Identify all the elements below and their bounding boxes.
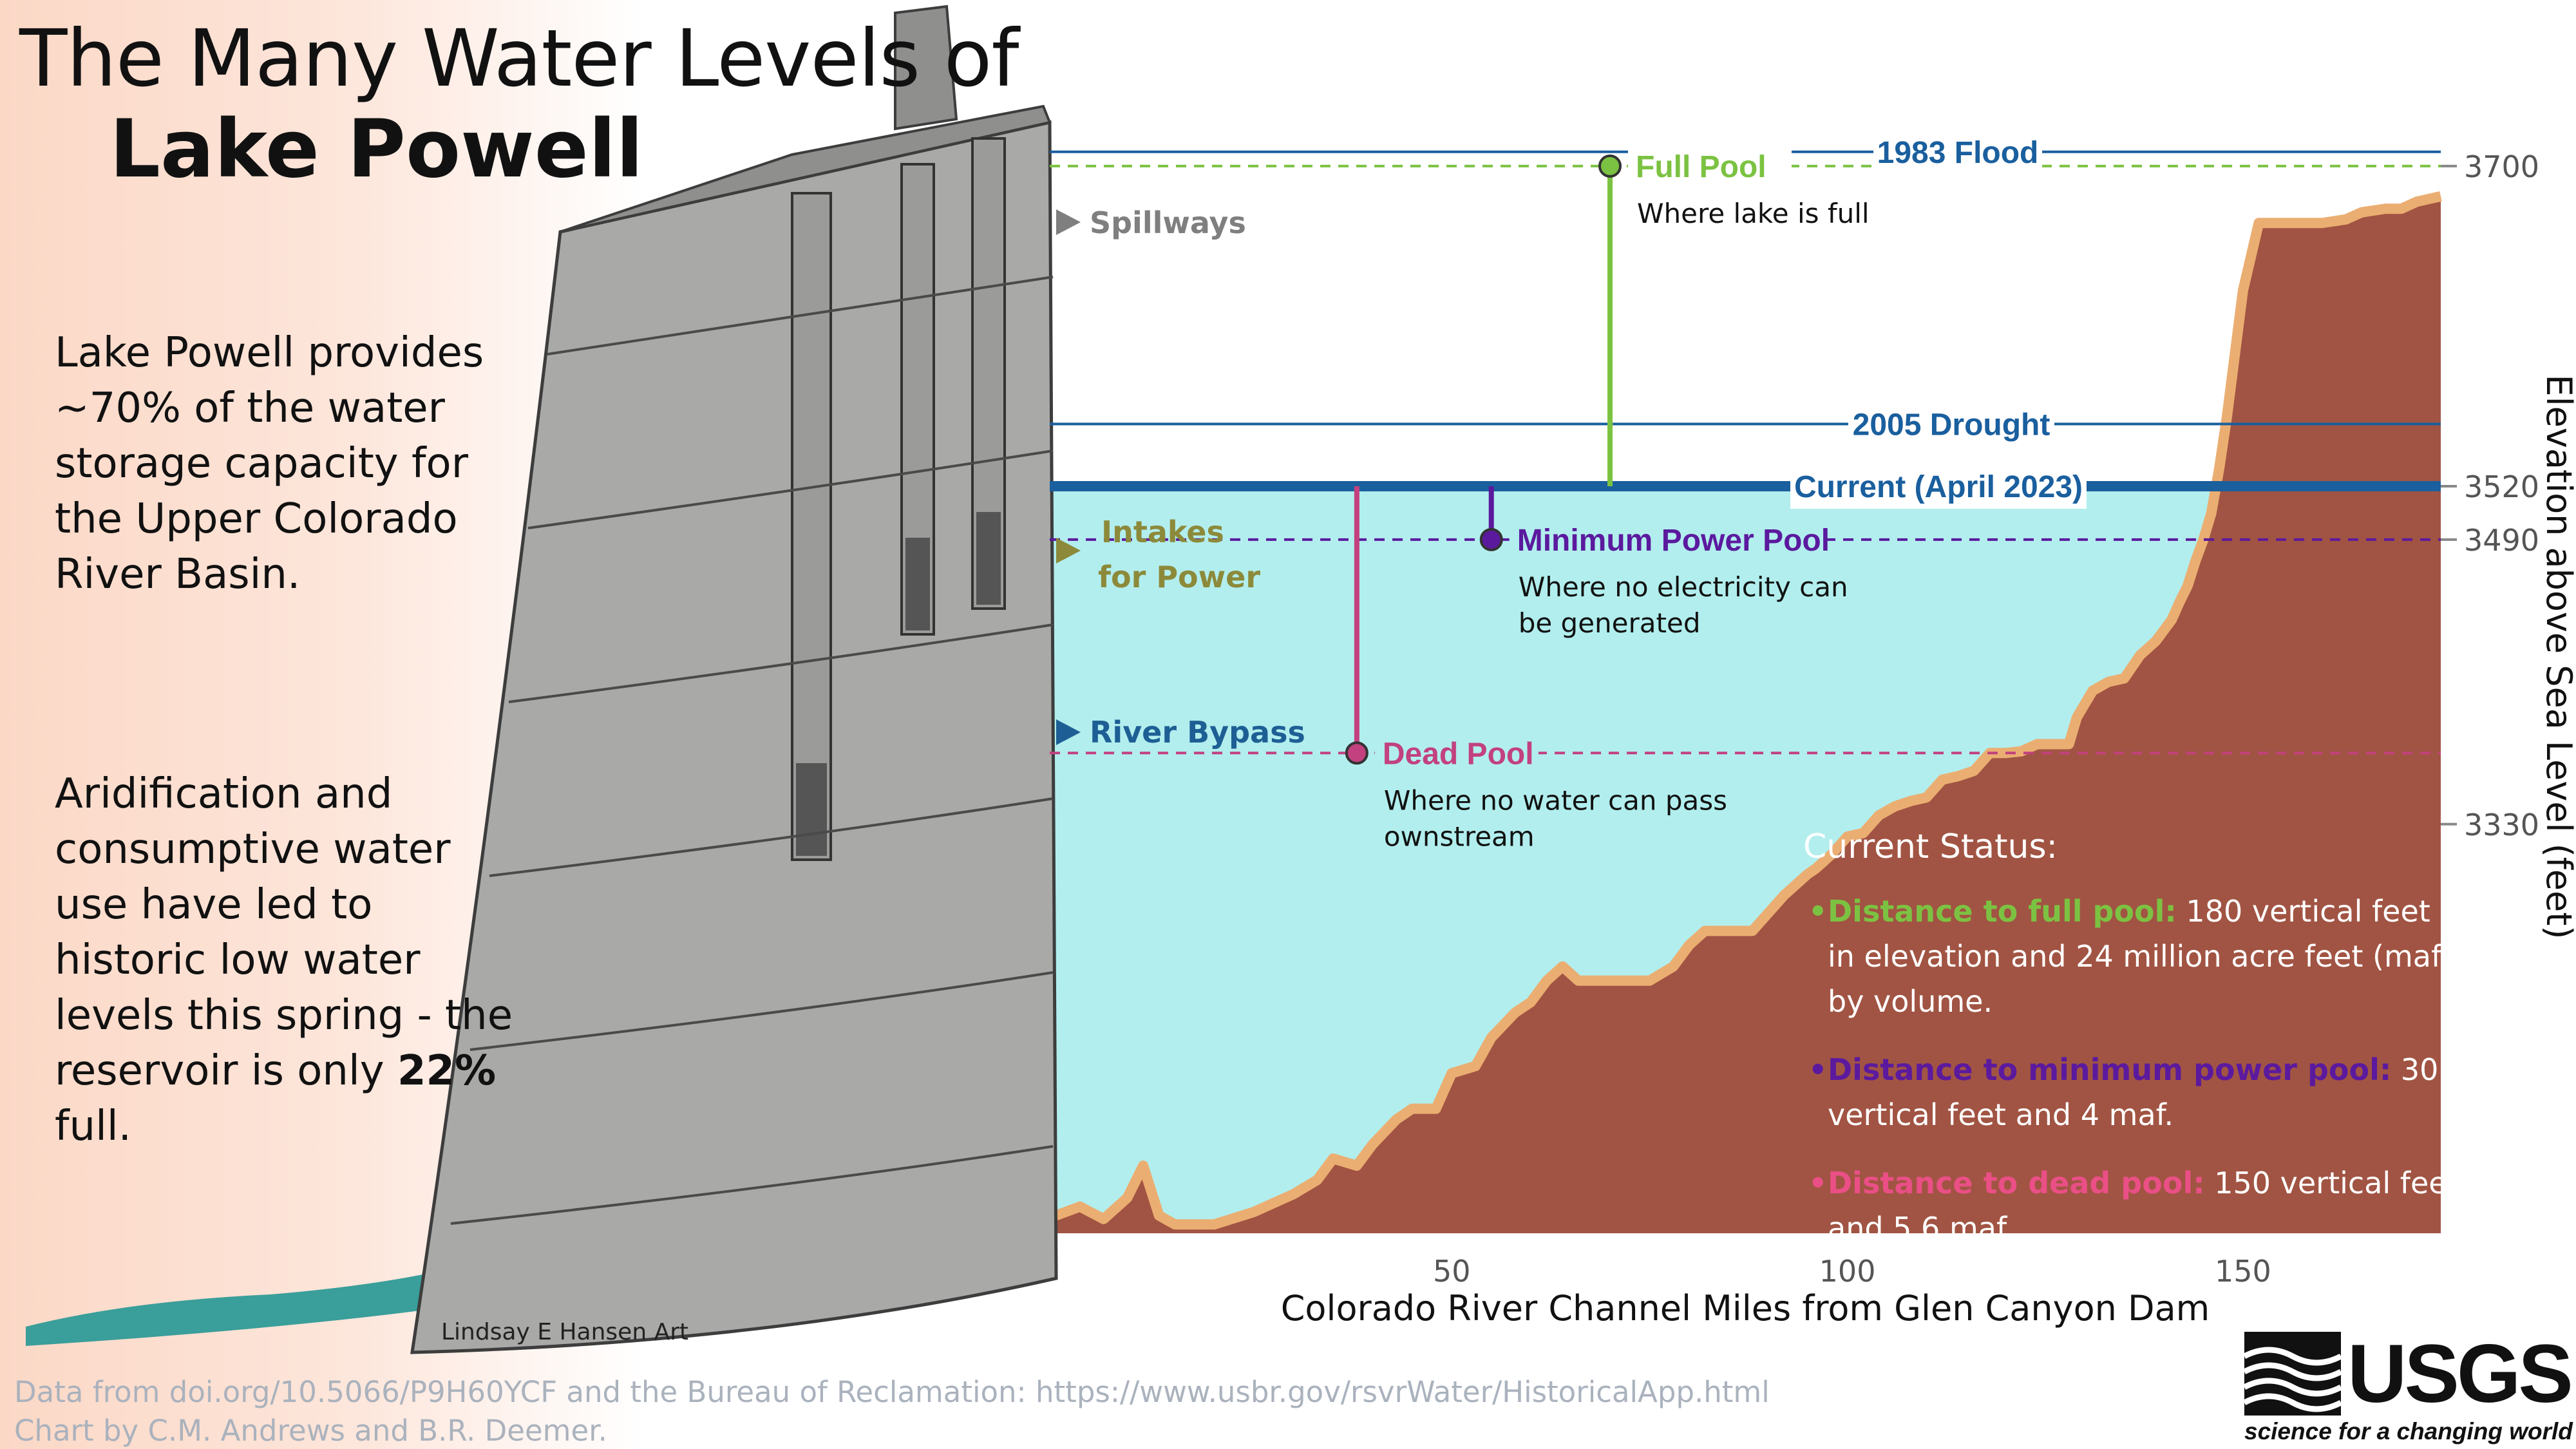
- dam-seam: [527, 450, 1054, 529]
- label-dead-pool: Dead Pool: [1383, 737, 1534, 771]
- dam-illustration: Lindsay E Hansen Art: [26, 5, 1058, 1354]
- status-label: Distance to minimum power pool:: [1828, 1052, 2392, 1087]
- usgs-logo: USGS science for a changing world: [2244, 1327, 2573, 1449]
- label-spillways: Spillways: [1090, 205, 1246, 240]
- label-river-bypass: River Bypass: [1090, 715, 1305, 750]
- riverbed-outline: [1054, 191, 2442, 1230]
- footer-credit: Chart by C.M. Andrews and B.R. Deemer.: [14, 1414, 607, 1448]
- label-dead-pool-description: Where no water can pass: [1384, 784, 1727, 816]
- label-bg: [1873, 132, 2042, 171]
- label-current: Current (April 2023): [1794, 470, 2083, 504]
- y-tick-label: 3490: [2464, 523, 2539, 558]
- riverbed-ground: [1056, 196, 2441, 1233]
- label-bg: [1374, 732, 1539, 773]
- dam-tower: [894, 5, 958, 131]
- level-labels: 1983 Flood 2005 Drought Current (April 202…: [1056, 132, 2087, 852]
- dam-seam: [469, 971, 1054, 1051]
- percent-full: 22%: [397, 1047, 497, 1095]
- label-full-pool: Full Pool: [1636, 150, 1766, 184]
- intakes-arrow-icon: [1056, 538, 1081, 564]
- dam-seam: [547, 276, 1054, 355]
- intro-paragraph: Lake Powell provides ~70% of the water s…: [55, 329, 484, 598]
- y-axis-title: Elevation above Sea Level (feet): [2539, 375, 2576, 940]
- intake-grate: [976, 512, 1001, 605]
- dam-seam: [489, 797, 1054, 877]
- intake-grate: [796, 763, 827, 856]
- dam-seam: [450, 1145, 1054, 1225]
- status-item-min-power: • Distance to minimum power pool: 30 vert…: [1803, 1047, 2460, 1137]
- label-full-pool-description: Where lake is full: [1637, 198, 1870, 229]
- label-2005-drought: 2005 Drought: [1853, 408, 2050, 442]
- label-bg: [1509, 518, 1824, 559]
- y-tick-label: 3330: [2464, 808, 2539, 842]
- label-bg: [1628, 145, 1792, 185]
- min-power-marker: [1479, 527, 1503, 551]
- bullet-icon: •: [1808, 1166, 1828, 1200]
- label-dead-pool-description: ownstream: [1384, 820, 1535, 852]
- label-intakes: Intakes: [1101, 515, 1224, 549]
- label-min-power: Minimum Power Pool: [1517, 524, 1830, 558]
- title-line-1: The Many Water Levels of: [19, 13, 1019, 104]
- status-label: Distance to full pool:: [1828, 894, 2177, 929]
- dam-crest: [560, 104, 1052, 233]
- bullet-icon: •: [1808, 1052, 1828, 1087]
- usgs-wave-icon: [2244, 1332, 2341, 1416]
- dam-wall: [410, 120, 1058, 1354]
- body-text-start: Aridification and consumptive water use …: [55, 770, 513, 1095]
- art-credit: Lindsay E Hansen Art: [441, 1319, 688, 1345]
- x-tick-label: 50: [1433, 1254, 1471, 1289]
- y-tick-label: 3520: [2464, 469, 2539, 504]
- x-tick-label: 150: [2215, 1254, 2271, 1289]
- status-item-full-pool: • Distance to full pool: 180 vertical fee…: [1803, 889, 2460, 1024]
- intake-shaft: [791, 192, 832, 861]
- usgs-tagline: science for a changing world: [2244, 1418, 2573, 1444]
- label-bg: [1848, 404, 2054, 444]
- status-text: 30 vertical feet and 4 maf.: [1828, 1052, 2439, 1132]
- x-axis-title: Colorado River Channel Miles from Glen C…: [1281, 1288, 2210, 1329]
- status-text: 180 vertical feet in elevation and 24 mi…: [1828, 894, 2454, 1019]
- status-heading: Current Status:: [1803, 828, 2058, 866]
- intake-grate: [905, 538, 930, 630]
- label-min-power-description: be generated: [1519, 607, 1701, 639]
- label-bg: [1790, 464, 2087, 509]
- spillways-arrow-icon: [1056, 209, 1081, 235]
- y-tick-label: 3700: [2464, 149, 2539, 184]
- status-item-dead-pool: • Distance to dead pool: 150 vertical fee…: [1803, 1160, 2460, 1251]
- full-pool-marker: [1598, 154, 1622, 178]
- usgs-wordmark: USGS: [2347, 1328, 2573, 1420]
- bullet-icon: •: [1808, 894, 1828, 929]
- ground-layer: [1054, 191, 2442, 1233]
- label-for-power: for Power: [1098, 560, 1260, 594]
- body-text-end: full.: [55, 1103, 131, 1150]
- dead-pool-marker: [1345, 741, 1368, 765]
- footer-data-source: Data from doi.org/10.5066/P9H60YCF and t…: [14, 1375, 1770, 1409]
- downstream-river: [26, 1265, 489, 1346]
- river-bypass-arrow-icon: [1056, 719, 1081, 745]
- x-tick-label: 100: [1819, 1254, 1876, 1289]
- body-paragraph: Aridification and consumptive water use …: [55, 766, 518, 1154]
- label-min-power-description: Where no electricity can: [1519, 571, 1848, 603]
- label-1983-flood: 1983 Flood: [1877, 136, 2039, 170]
- current-status-panel: Current Status: • Distance to full pool: …: [1803, 824, 2460, 1274]
- status-label: Distance to dead pool:: [1828, 1166, 2205, 1200]
- status-text: 150 vertical feet and 5.6 maf.: [1828, 1166, 2459, 1245]
- dam-seam: [508, 623, 1054, 703]
- title-line-2: Lake Powell: [109, 103, 643, 196]
